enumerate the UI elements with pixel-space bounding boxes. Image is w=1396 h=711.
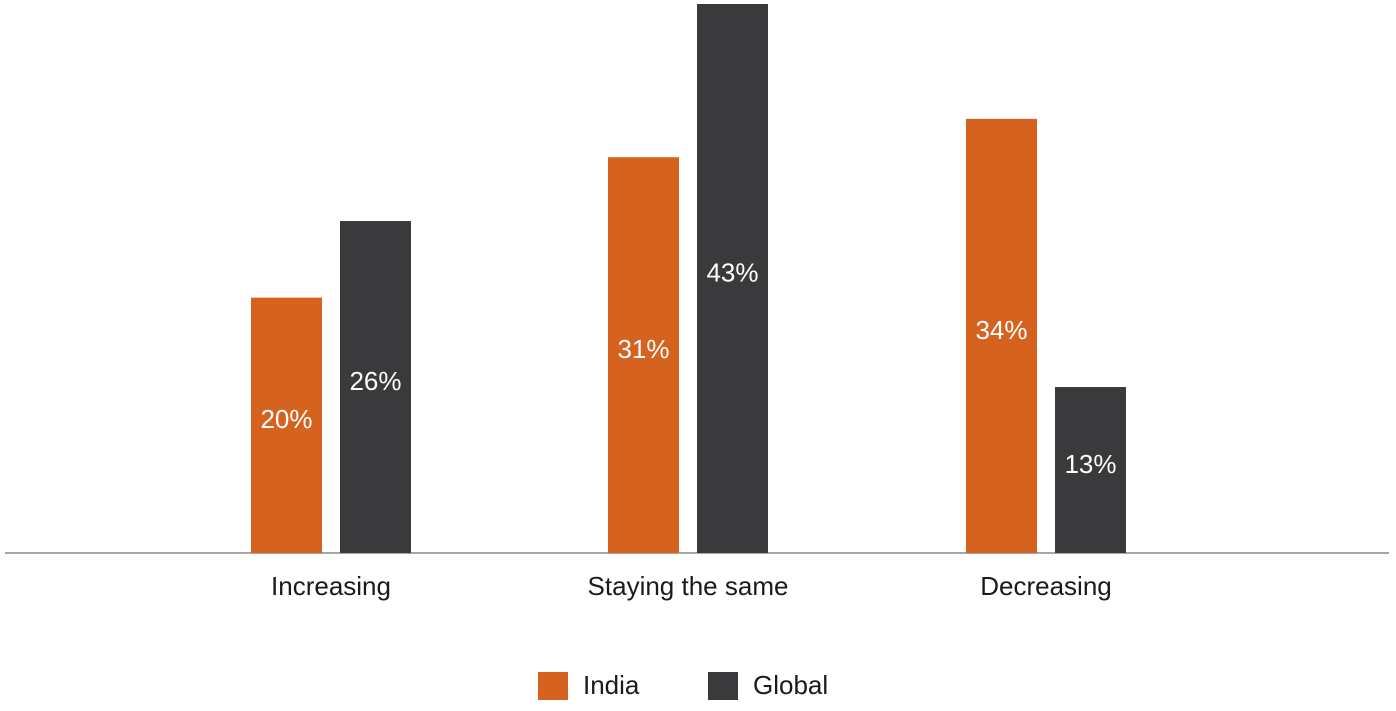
x-tick-label: Staying the same [588, 571, 789, 601]
bar [340, 221, 411, 553]
bar [1055, 387, 1126, 553]
value-label: 43% [706, 257, 758, 287]
x-tick-label: Increasing [271, 571, 391, 601]
legend-label: Global [753, 670, 828, 700]
value-label: 20% [260, 404, 312, 434]
value-label: 26% [349, 366, 401, 396]
legend-swatch [708, 672, 738, 700]
bar [608, 157, 679, 554]
legend-swatch [538, 672, 568, 700]
x-tick-label: Decreasing [980, 571, 1112, 601]
value-label: 31% [617, 334, 669, 364]
value-label: 34% [975, 315, 1027, 345]
bar [966, 118, 1037, 553]
bar [251, 297, 322, 553]
bar [697, 4, 768, 553]
value-label: 13% [1064, 449, 1116, 479]
legend-label: India [583, 670, 640, 700]
